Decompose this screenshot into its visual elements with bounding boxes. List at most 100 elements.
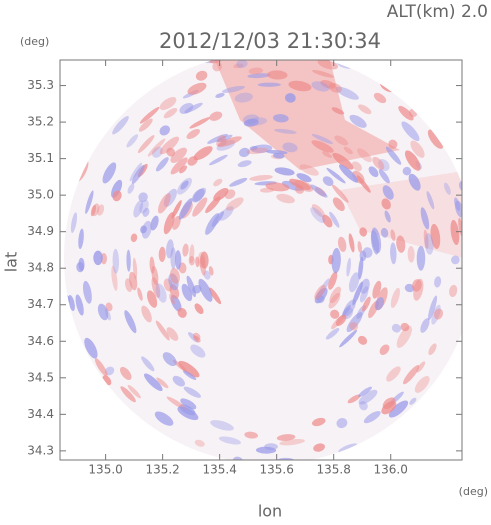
echo-patch — [250, 144, 273, 153]
echo-patch — [170, 247, 177, 270]
echo-patch — [207, 60, 223, 64]
x-axis-label: lon — [258, 502, 282, 521]
echo-patch — [282, 142, 298, 153]
echo-patch — [236, 60, 248, 69]
echo-patch — [469, 218, 480, 231]
echo-patch — [234, 92, 253, 103]
echo-patch — [284, 93, 296, 103]
echo-patch — [192, 188, 205, 203]
chart-title: 2012/12/03 21:30:34 — [159, 29, 381, 53]
echo-patch — [155, 320, 170, 341]
echo-patch — [338, 164, 359, 183]
echo-patch — [348, 233, 355, 253]
x-tick-label: 136.0 — [374, 463, 408, 477]
echo-patch — [119, 366, 132, 380]
echo-patch — [416, 361, 426, 373]
echo-patch — [238, 147, 250, 158]
echo-patch — [237, 160, 252, 168]
echo-patch — [273, 152, 285, 159]
echo-patch — [311, 140, 334, 153]
echo-patch — [128, 271, 138, 291]
echo-patch — [180, 398, 197, 410]
echo-patch — [450, 219, 460, 246]
echo-patch — [358, 256, 364, 280]
echo-patch — [243, 118, 259, 127]
echo-patch — [329, 211, 340, 228]
echo-patch — [198, 278, 213, 302]
echo-patch — [102, 162, 117, 184]
echo-patch — [311, 133, 333, 144]
echo-patch — [427, 295, 438, 321]
echo-patch — [426, 191, 435, 210]
echo-patch — [312, 417, 326, 427]
echo-patch — [137, 135, 155, 154]
echo-patch — [338, 443, 358, 453]
echo-patch — [335, 314, 347, 326]
echo-patch — [357, 335, 368, 345]
echo-patch — [105, 302, 113, 312]
echo-patch — [188, 256, 195, 266]
echo-patch — [78, 228, 84, 250]
echo-patch — [357, 241, 362, 253]
echo-patch — [400, 322, 410, 332]
echo-patch — [137, 287, 143, 301]
altitude-label: ALT(km) 2.0 — [387, 2, 488, 22]
echo-patch — [359, 227, 368, 237]
echo-patch — [349, 322, 359, 331]
echo-patch — [359, 401, 368, 411]
echo-patch — [177, 307, 187, 318]
echo-patch — [170, 157, 188, 175]
echo-patch — [147, 138, 166, 157]
y-tick-label: 34.3 — [27, 443, 54, 457]
echo-patch — [371, 227, 382, 253]
echo-patch — [416, 245, 426, 271]
echo-patch — [162, 352, 177, 367]
echo-patch — [396, 235, 406, 253]
x-tick-label: 135.6 — [260, 463, 294, 477]
echo-patch — [322, 176, 334, 186]
echo-patch — [259, 187, 275, 193]
echo-patch — [358, 389, 378, 405]
echo-field — [64, 60, 480, 460]
echo-patch — [178, 198, 193, 220]
echo-patch — [444, 182, 451, 195]
x-tick-label: 135.4 — [202, 463, 236, 477]
echo-patch — [156, 377, 169, 389]
echo-patch — [274, 128, 297, 134]
echo-patch — [403, 365, 420, 385]
x-tick-label: 135.2 — [145, 463, 179, 477]
echo-patch — [208, 154, 228, 166]
echo-patch — [372, 156, 385, 170]
echo-patch — [381, 198, 391, 210]
echo-patch — [192, 197, 208, 217]
y-tick-label: 35.0 — [27, 188, 54, 202]
y-tick-label: 34.6 — [27, 334, 54, 348]
echo-patch — [68, 295, 75, 311]
echo-patch — [90, 204, 97, 217]
echo-patch — [219, 206, 234, 221]
echo-patch — [205, 213, 220, 235]
echo-patch — [170, 267, 180, 285]
echo-patch — [374, 297, 385, 311]
echo-patch — [112, 248, 120, 274]
echo-patch — [322, 214, 333, 228]
echo-patch — [193, 146, 213, 161]
echo-patch — [427, 129, 444, 149]
echo-patch — [166, 147, 176, 157]
echo-patch — [409, 397, 417, 405]
echo-patch — [420, 318, 430, 333]
echo-patch — [386, 366, 401, 382]
echo-patch — [199, 255, 206, 276]
echo-patch — [265, 182, 290, 192]
echo-patch — [414, 376, 430, 393]
echo-patch — [166, 327, 179, 341]
echo-patch — [317, 295, 325, 304]
echo-patch — [346, 257, 351, 277]
echo-patch — [177, 406, 199, 421]
echo-patch — [420, 207, 430, 230]
echo-patch — [179, 102, 194, 114]
echo-patch — [413, 278, 424, 301]
plot-frame — [59, 59, 463, 461]
echo-patch — [131, 164, 145, 185]
echo-patch — [111, 265, 118, 291]
